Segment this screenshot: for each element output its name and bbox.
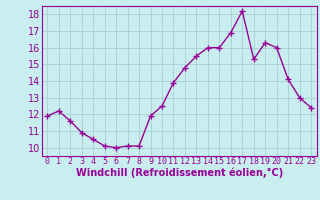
- X-axis label: Windchill (Refroidissement éolien,°C): Windchill (Refroidissement éolien,°C): [76, 168, 283, 178]
